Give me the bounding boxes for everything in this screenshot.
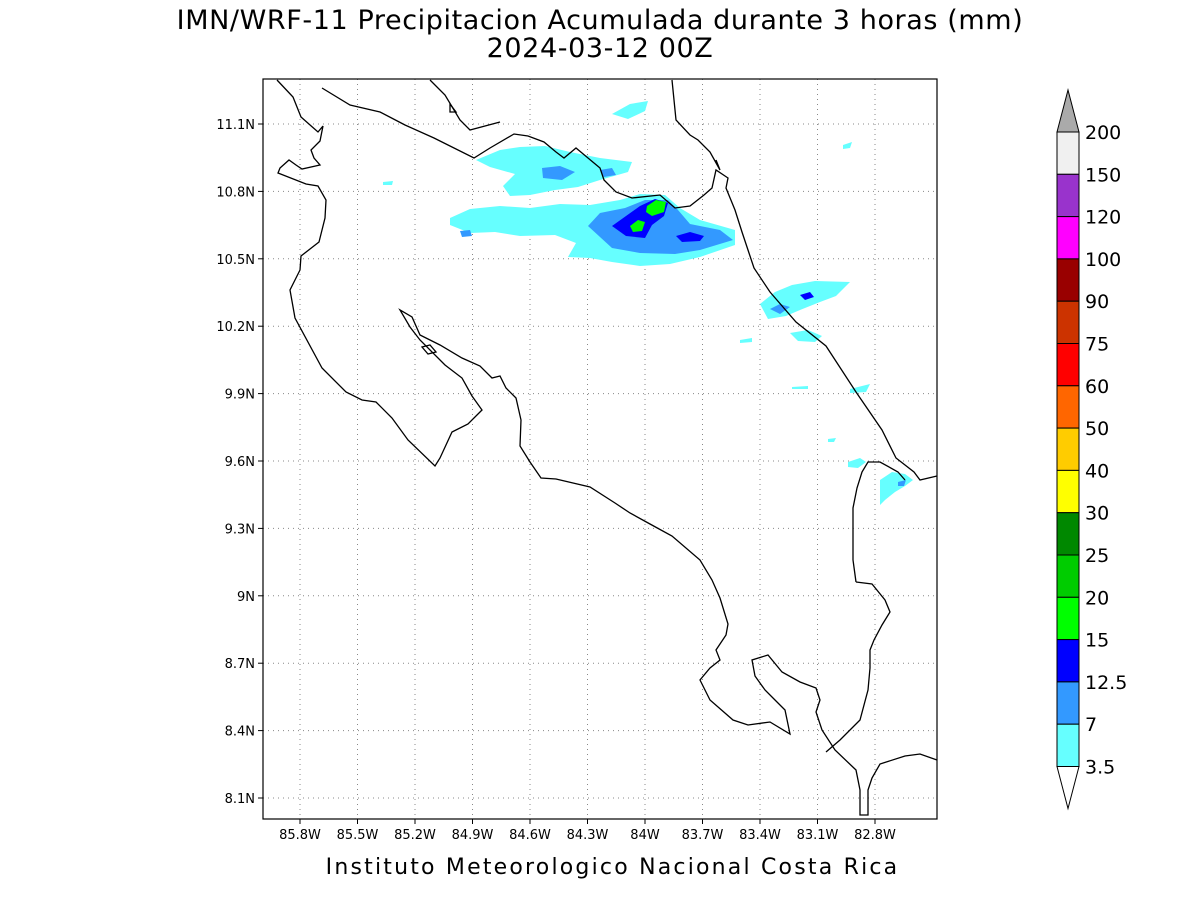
nicaragua-coast-north — [671, 79, 721, 171]
map-subtitle-date: 2024-03-12 00Z — [486, 33, 714, 64]
lake-island — [449, 102, 458, 113]
precip-7-band — [600, 168, 616, 177]
x-axis-ticks: 85.8W 85.5W 85.2W 84.9W 84.6W 84.3W 84W 83.7W 83… — [279, 819, 896, 843]
colorbar-label: 200 — [1085, 122, 1121, 144]
x-tick-label: 84.9W — [452, 828, 494, 843]
colorbar-segment — [1056, 469, 1080, 514]
colorbar-segment — [1056, 131, 1080, 175]
colorbar-segment — [1056, 512, 1080, 556]
grid-lines — [263, 79, 937, 819]
y-tick-label: 9.6N — [225, 455, 255, 470]
precip-12.5-band — [800, 292, 814, 300]
colorbar-label: 40 — [1085, 460, 1109, 482]
map-plot-area — [263, 79, 937, 819]
colorbar-segment — [1056, 681, 1080, 725]
x-tick-label: 85.8W — [279, 828, 321, 843]
y-axis-ticks: 11.1N 10.8N 10.5N 10.2N 9.9N 9.6N 9.3N 9N 8.7N 8.… — [216, 118, 263, 807]
colorbar-segment — [1056, 596, 1080, 641]
colorbar-label: 50 — [1085, 418, 1109, 440]
x-tick-label: 84.6W — [509, 828, 551, 843]
y-tick-label: 11.1N — [216, 118, 255, 133]
colorbar-label: 30 — [1085, 503, 1109, 525]
map-frame: 85.8W 85.5W 85.2W 84.9W 84.6W 84.3W 84W 83.7W 83… — [216, 78, 938, 843]
colorbar-label: 25 — [1085, 545, 1109, 567]
colorbar-segment — [1056, 258, 1080, 302]
y-tick-label: 10.8N — [216, 185, 255, 200]
colorbar-segment — [1056, 723, 1080, 768]
colorbar-label: 100 — [1085, 249, 1121, 271]
precip-15-band — [646, 200, 666, 216]
precip-3.5-band — [740, 338, 752, 343]
x-tick-label: 83.4W — [739, 828, 781, 843]
precip-area-north-caribbean-plains — [450, 101, 735, 266]
colorbar-segment — [1056, 639, 1080, 683]
colorbar-segment — [1056, 343, 1080, 387]
panama-border — [852, 461, 906, 583]
colorbar-label: 120 — [1085, 207, 1121, 229]
precipitation-fields — [383, 101, 913, 505]
precip-3.5-band — [848, 458, 866, 468]
nicaragua-west-coast — [429, 79, 501, 131]
precip-3.5-band — [792, 386, 808, 389]
colorbar-label: 20 — [1085, 587, 1109, 609]
y-tick-label: 8.1N — [225, 792, 255, 807]
colorbar-over-triangle — [1056, 88, 1080, 133]
precip-3.5-band — [843, 142, 852, 149]
colorbar-under-triangle — [1056, 766, 1080, 811]
precip-7-band — [542, 166, 575, 180]
footer-credit: Instituto Meteorologico Nacional Costa R… — [325, 855, 900, 880]
colorbar-segment — [1056, 216, 1080, 260]
colorbar-segment — [1056, 427, 1080, 471]
panama-coast-south — [825, 581, 891, 753]
colorbar-label: 3.5 — [1085, 757, 1115, 779]
precip-3.5-band — [828, 438, 836, 442]
x-tick-label: 84.3W — [567, 828, 609, 843]
precip-area-south-caribbean — [848, 458, 913, 505]
y-tick-label: 8.4N — [225, 725, 255, 740]
colorbar-label: 90 — [1085, 291, 1109, 313]
precip-3.5-band — [790, 330, 822, 342]
costa-rica-outline — [276, 79, 938, 816]
x-tick-label: 85.2W — [394, 828, 436, 843]
x-tick-label: 83.7W — [682, 828, 724, 843]
colorbar-label: 7 — [1085, 714, 1097, 736]
isla-chira — [420, 344, 438, 355]
colorbar: 3.5 7 12.5 15 20 25 30 40 50 60 75 90 100 120 150 200 — [1056, 88, 1127, 811]
colorbar-label: 15 — [1085, 630, 1109, 652]
colorbar-label: 60 — [1085, 376, 1109, 398]
x-tick-label: 83.1W — [797, 828, 839, 843]
precip-area-central-caribbean-coast — [383, 142, 870, 442]
y-tick-label: 9.9N — [225, 388, 255, 403]
colorbar-segment — [1056, 300, 1080, 345]
precip-7-band — [770, 304, 790, 314]
precip-3.5-band — [383, 181, 393, 185]
precip-3.5-band — [880, 472, 913, 505]
precip-12.5-band — [676, 232, 704, 242]
y-tick-label: 9N — [237, 590, 255, 605]
colorbar-segment — [1056, 554, 1080, 598]
y-tick-label: 8.7N — [225, 657, 255, 672]
colorbar-segment — [1056, 385, 1080, 429]
colorbar-label: 150 — [1085, 164, 1121, 186]
x-tick-label: 85.5W — [337, 828, 379, 843]
colorbar-label: 75 — [1085, 334, 1109, 356]
colorbar-label: 12.5 — [1085, 672, 1127, 694]
coastline-and-borders — [276, 79, 938, 816]
precip-7-band — [460, 230, 472, 237]
nicaragua-border-and-caribbean-coast — [321, 87, 938, 481]
y-tick-label: 9.3N — [225, 522, 255, 537]
x-tick-label: 84W — [630, 828, 660, 843]
y-tick-label: 10.5N — [216, 253, 255, 268]
precip-7-band — [898, 480, 906, 486]
map-title: IMN/WRF-11 Precipitacion Acumulada duran… — [176, 5, 1024, 36]
precip-15-band — [630, 220, 645, 232]
x-tick-label: 82.8W — [854, 828, 896, 843]
precip-3.5-band — [612, 101, 648, 119]
y-tick-label: 10.2N — [216, 320, 255, 335]
colorbar-segment — [1056, 173, 1080, 218]
map-border — [262, 78, 938, 820]
